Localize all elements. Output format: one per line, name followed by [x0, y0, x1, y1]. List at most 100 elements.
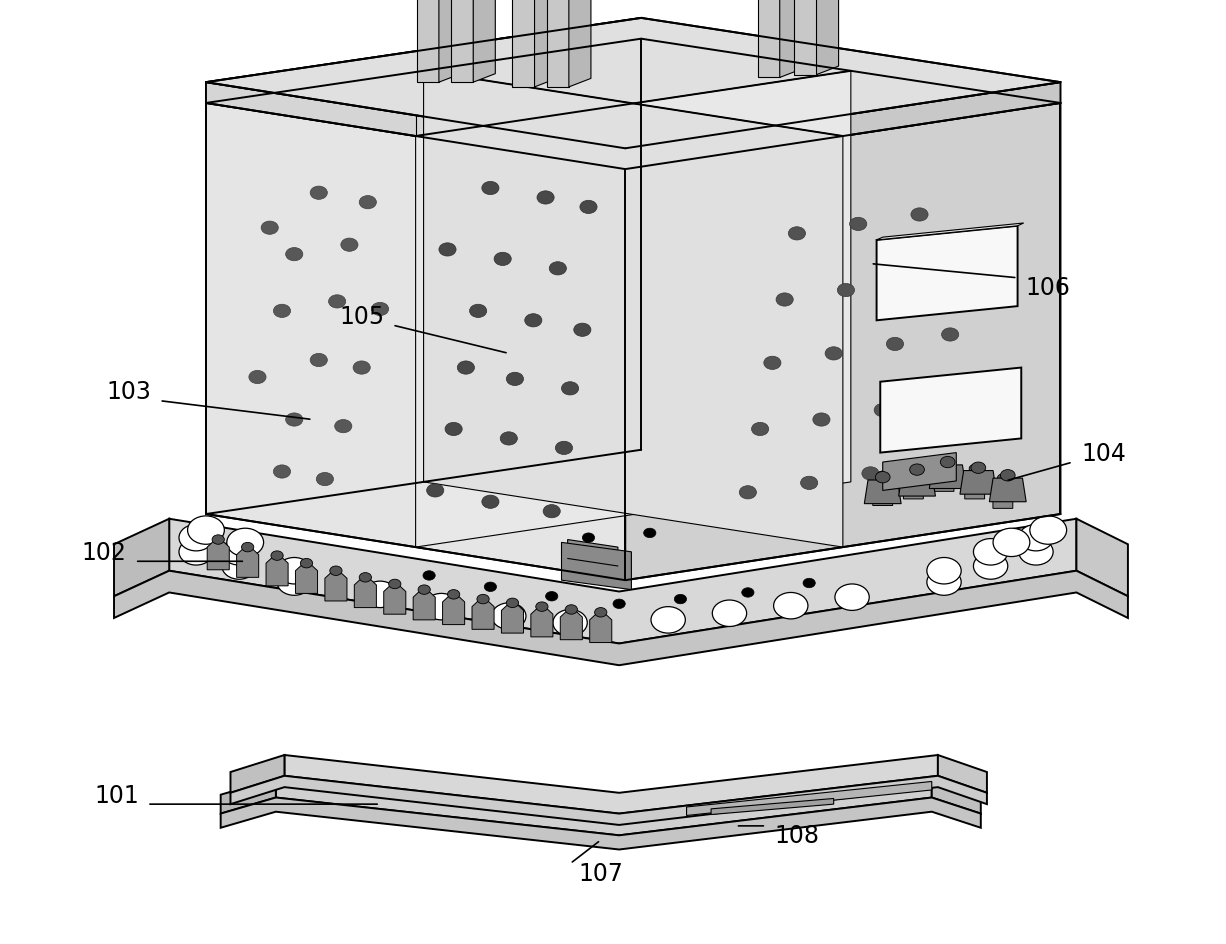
Circle shape [1030, 516, 1067, 545]
Circle shape [862, 467, 879, 480]
Circle shape [423, 571, 435, 581]
Polygon shape [295, 565, 318, 594]
Circle shape [227, 529, 264, 557]
Polygon shape [993, 480, 1013, 509]
Polygon shape [547, 0, 569, 88]
Polygon shape [877, 224, 1024, 241]
Polygon shape [817, 0, 839, 76]
Polygon shape [206, 19, 641, 104]
Polygon shape [929, 465, 966, 489]
Circle shape [565, 605, 577, 615]
Polygon shape [780, 0, 802, 78]
Circle shape [574, 324, 591, 337]
Polygon shape [413, 592, 435, 620]
Circle shape [813, 413, 830, 427]
Polygon shape [424, 72, 842, 548]
Circle shape [803, 579, 815, 588]
Polygon shape [960, 471, 997, 495]
Polygon shape [439, 0, 461, 83]
Polygon shape [384, 586, 406, 615]
Polygon shape [206, 40, 641, 514]
Polygon shape [625, 104, 1060, 581]
Circle shape [277, 558, 311, 584]
Circle shape [222, 539, 256, 565]
Circle shape [494, 253, 511, 266]
Circle shape [776, 294, 793, 307]
Circle shape [484, 582, 497, 592]
Circle shape [359, 196, 376, 210]
Circle shape [582, 533, 595, 543]
Text: 102: 102 [82, 540, 126, 565]
Polygon shape [416, 72, 851, 548]
Circle shape [553, 610, 587, 636]
Circle shape [525, 314, 542, 328]
Polygon shape [758, 0, 780, 78]
Circle shape [651, 607, 685, 633]
Polygon shape [206, 104, 625, 581]
Circle shape [273, 305, 291, 318]
Polygon shape [568, 540, 618, 581]
Circle shape [886, 338, 904, 351]
Polygon shape [114, 519, 169, 597]
Circle shape [850, 218, 867, 231]
Circle shape [506, 598, 519, 608]
Circle shape [273, 465, 291, 479]
Polygon shape [590, 615, 612, 643]
Circle shape [261, 222, 278, 235]
Polygon shape [560, 612, 582, 640]
Circle shape [580, 201, 597, 214]
Polygon shape [531, 609, 553, 637]
Circle shape [774, 593, 808, 619]
Circle shape [470, 305, 487, 318]
Polygon shape [625, 83, 1060, 170]
Circle shape [742, 588, 754, 598]
Polygon shape [237, 549, 259, 578]
Circle shape [286, 248, 303, 261]
Polygon shape [206, 19, 1060, 149]
Circle shape [911, 209, 928, 222]
Circle shape [212, 535, 224, 545]
Polygon shape [864, 480, 901, 504]
Polygon shape [417, 0, 439, 83]
Polygon shape [880, 368, 1021, 453]
Polygon shape [938, 755, 987, 793]
Circle shape [286, 413, 303, 427]
Circle shape [907, 465, 920, 474]
Polygon shape [501, 605, 524, 633]
Circle shape [188, 516, 224, 545]
Text: 105: 105 [340, 304, 384, 329]
Circle shape [752, 423, 769, 436]
Circle shape [971, 463, 986, 474]
Circle shape [674, 595, 687, 604]
Polygon shape [934, 464, 954, 492]
Circle shape [739, 486, 756, 499]
Polygon shape [877, 227, 1018, 321]
Circle shape [300, 559, 313, 568]
Circle shape [271, 551, 283, 561]
Circle shape [445, 423, 462, 436]
Circle shape [910, 464, 924, 476]
Circle shape [874, 404, 891, 417]
Polygon shape [354, 580, 376, 608]
Circle shape [973, 553, 1008, 580]
Polygon shape [276, 779, 932, 835]
Circle shape [899, 275, 916, 288]
Circle shape [940, 457, 955, 468]
Circle shape [482, 496, 499, 509]
Circle shape [973, 539, 1008, 565]
Circle shape [277, 569, 311, 596]
Polygon shape [443, 597, 465, 625]
Text: 103: 103 [107, 379, 151, 404]
Circle shape [353, 362, 370, 375]
Text: 107: 107 [579, 861, 623, 885]
Polygon shape [687, 782, 932, 816]
Polygon shape [569, 0, 591, 88]
Circle shape [835, 584, 869, 611]
Circle shape [549, 262, 566, 276]
Circle shape [492, 603, 526, 630]
Polygon shape [230, 776, 987, 825]
Circle shape [877, 472, 888, 480]
Polygon shape [230, 755, 284, 793]
Circle shape [179, 525, 213, 551]
Polygon shape [899, 473, 935, 497]
